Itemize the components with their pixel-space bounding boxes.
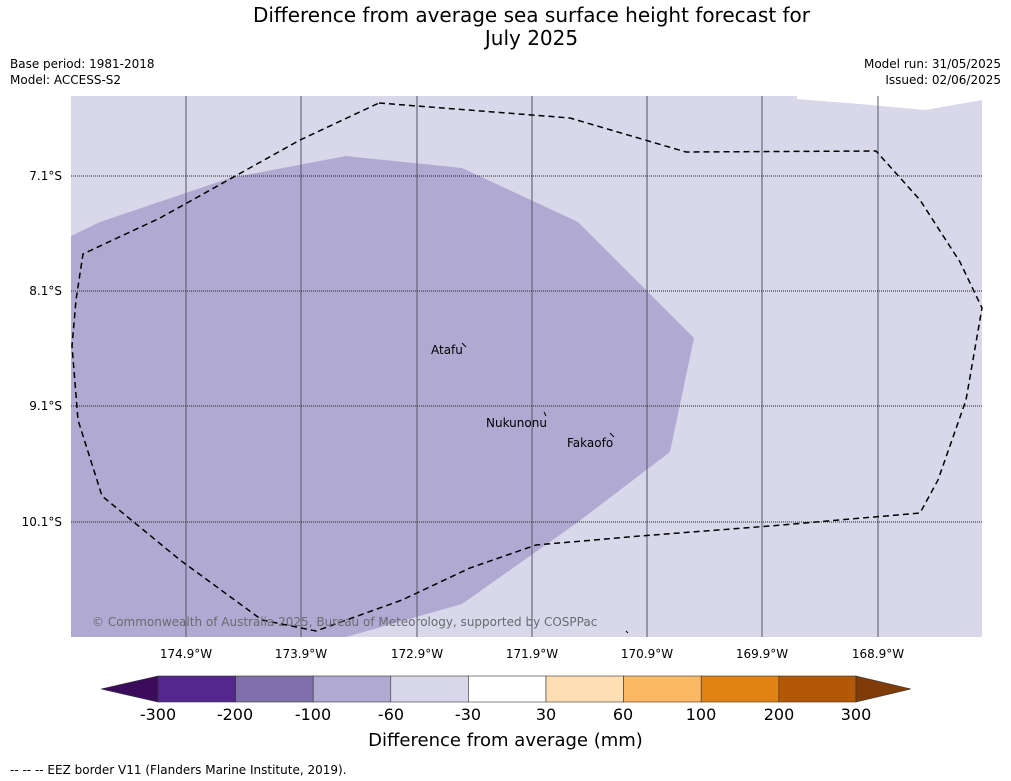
model-run: Model run: 31/05/2025 bbox=[863, 57, 1001, 71]
colorbar-tick-label: 200 bbox=[763, 705, 795, 724]
title-line-2: July 2025 bbox=[484, 26, 579, 50]
lon-label: 173.9°W bbox=[274, 647, 328, 661]
model-name: Model: ACCESS-S2 bbox=[10, 73, 122, 87]
nukunonu-island-mark bbox=[543, 411, 547, 417]
eez-footnote: -- -- -- EEZ border V11 (Flanders Marine… bbox=[10, 763, 347, 777]
copyright-notice: © Commonwealth of Australia 2025, Bureau… bbox=[92, 615, 598, 629]
fakaofo-island-mark bbox=[609, 432, 615, 438]
colorbar bbox=[100, 675, 912, 703]
lon-label: 168.9°W bbox=[851, 647, 905, 661]
lat-label: 10.1°S bbox=[21, 515, 62, 529]
colorbar-tick-label: -300 bbox=[139, 705, 177, 724]
meta-left: Base period: 1981-2018 Model: ACCESS-S2 bbox=[10, 56, 155, 88]
lon-label: 171.9°W bbox=[505, 647, 559, 661]
meta-right: Model run: 31/05/2025 Issued: 02/06/2025 bbox=[864, 56, 1001, 88]
base-period: Base period: 1981-2018 bbox=[10, 57, 155, 71]
colorbar-tick-label: 60 bbox=[612, 705, 634, 724]
colorbar-segment bbox=[778, 675, 857, 703]
colorbar-segment bbox=[390, 675, 469, 703]
place-label-atafu: Atafu bbox=[431, 343, 463, 357]
meridians bbox=[185, 96, 879, 637]
colorbar-tick-label: -200 bbox=[216, 705, 254, 724]
lon-label: 169.9°W bbox=[735, 647, 789, 661]
anomaly-region bbox=[71, 156, 694, 637]
colorbar-tick-label: -100 bbox=[294, 705, 332, 724]
colorbar-segment bbox=[623, 675, 702, 703]
colorbar-segment bbox=[157, 675, 236, 703]
lon-label: 170.9°W bbox=[620, 647, 674, 661]
issued-date: Issued: 02/06/2025 bbox=[885, 73, 1001, 87]
chart-title: Difference from average sea surface heig… bbox=[0, 4, 1011, 50]
colorbar-segment bbox=[545, 675, 624, 703]
title-line-1: Difference from average sea surface heig… bbox=[252, 3, 811, 27]
colorbar-segment bbox=[235, 675, 314, 703]
colorbar-tick-label: -60 bbox=[377, 705, 405, 724]
colorbar-segment bbox=[700, 675, 780, 703]
colorbar-segment bbox=[468, 675, 547, 703]
colorbar-extend-low bbox=[100, 675, 159, 703]
place-label-nukunonu: Nukunonu bbox=[486, 416, 547, 430]
place-label-fakaofo: Fakaofo bbox=[567, 436, 614, 450]
lat-label: 7.1°S bbox=[29, 169, 62, 183]
lon-label: 174.9°W bbox=[159, 647, 213, 661]
atafu-island-mark bbox=[461, 342, 467, 348]
lat-label: 8.1°S bbox=[29, 284, 62, 298]
lat-label: 9.1°S bbox=[29, 399, 62, 413]
lon-label: 172.9°W bbox=[390, 647, 444, 661]
eez-border bbox=[71, 102, 983, 632]
colorbar-tick-label: 30 bbox=[535, 705, 557, 724]
colorbar-extend-high bbox=[855, 675, 912, 703]
colorbar-segment bbox=[312, 675, 392, 703]
colorbar-tick-label: 100 bbox=[685, 705, 717, 724]
colorbar-tick-label: -30 bbox=[454, 705, 482, 724]
colorbar-tick-label: 300 bbox=[840, 705, 872, 724]
map-unfilled-corner bbox=[797, 96, 982, 110]
colorbar-title: Difference from average (mm) bbox=[368, 730, 643, 751]
swains-island-mark bbox=[625, 630, 629, 634]
